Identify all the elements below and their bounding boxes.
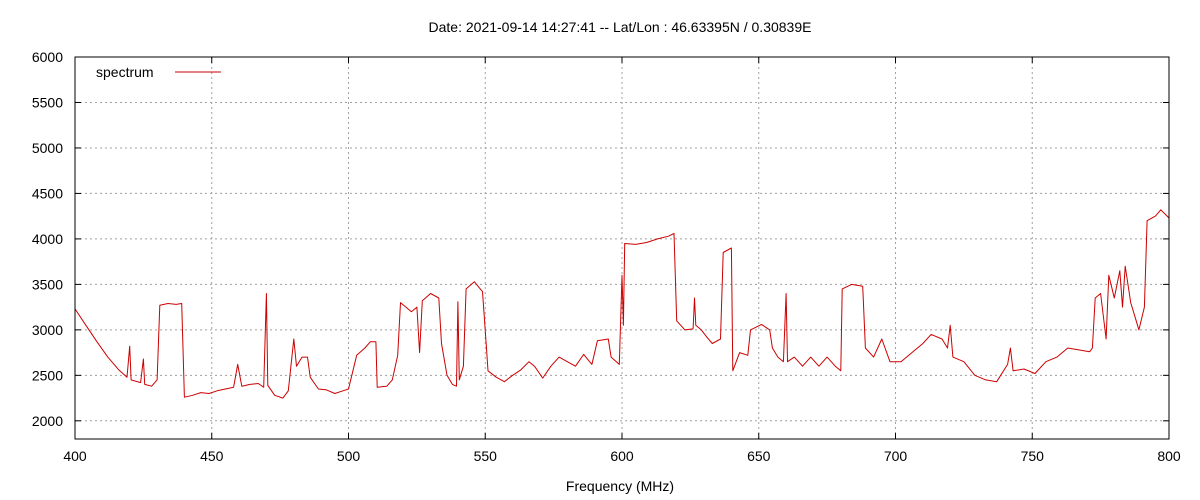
x-tick-label: 800 xyxy=(1157,448,1181,464)
chart-title: Date: 2021-09-14 14:27:41 -- Lat/Lon : 4… xyxy=(429,19,812,35)
series-line-spectrum xyxy=(74,209,1170,399)
y-tick-label: 6000 xyxy=(32,49,63,65)
series-layer xyxy=(74,209,1170,399)
x-tick-label: 450 xyxy=(200,448,224,464)
legend-label-spectrum: spectrum xyxy=(96,64,154,80)
x-tick-label: 700 xyxy=(884,448,908,464)
x-axis-label: Frequency (MHz) xyxy=(566,478,674,494)
y-tick-label: 4500 xyxy=(32,185,63,201)
grid xyxy=(75,57,1169,439)
y-tick-label: 3000 xyxy=(32,322,63,338)
x-tick-label: 550 xyxy=(474,448,498,464)
y-tick-label: 5000 xyxy=(32,140,63,156)
y-tick-label: 5500 xyxy=(32,94,63,110)
x-tick-label: 650 xyxy=(747,448,771,464)
y-tick-label: 3500 xyxy=(32,276,63,292)
x-tick-label: 500 xyxy=(337,448,361,464)
x-tick-label: 750 xyxy=(1021,448,1045,464)
x-tick-label: 400 xyxy=(63,448,87,464)
ticks: 400 450 500 550 600 650 700 750 800 2000 2500 3000 3… xyxy=(32,49,1181,464)
y-tick-label: 4000 xyxy=(32,231,63,247)
y-tick-label: 2000 xyxy=(32,413,63,429)
x-tick-label: 600 xyxy=(610,448,634,464)
legend: spectrum xyxy=(96,64,221,80)
y-tick-label: 2500 xyxy=(32,367,63,383)
